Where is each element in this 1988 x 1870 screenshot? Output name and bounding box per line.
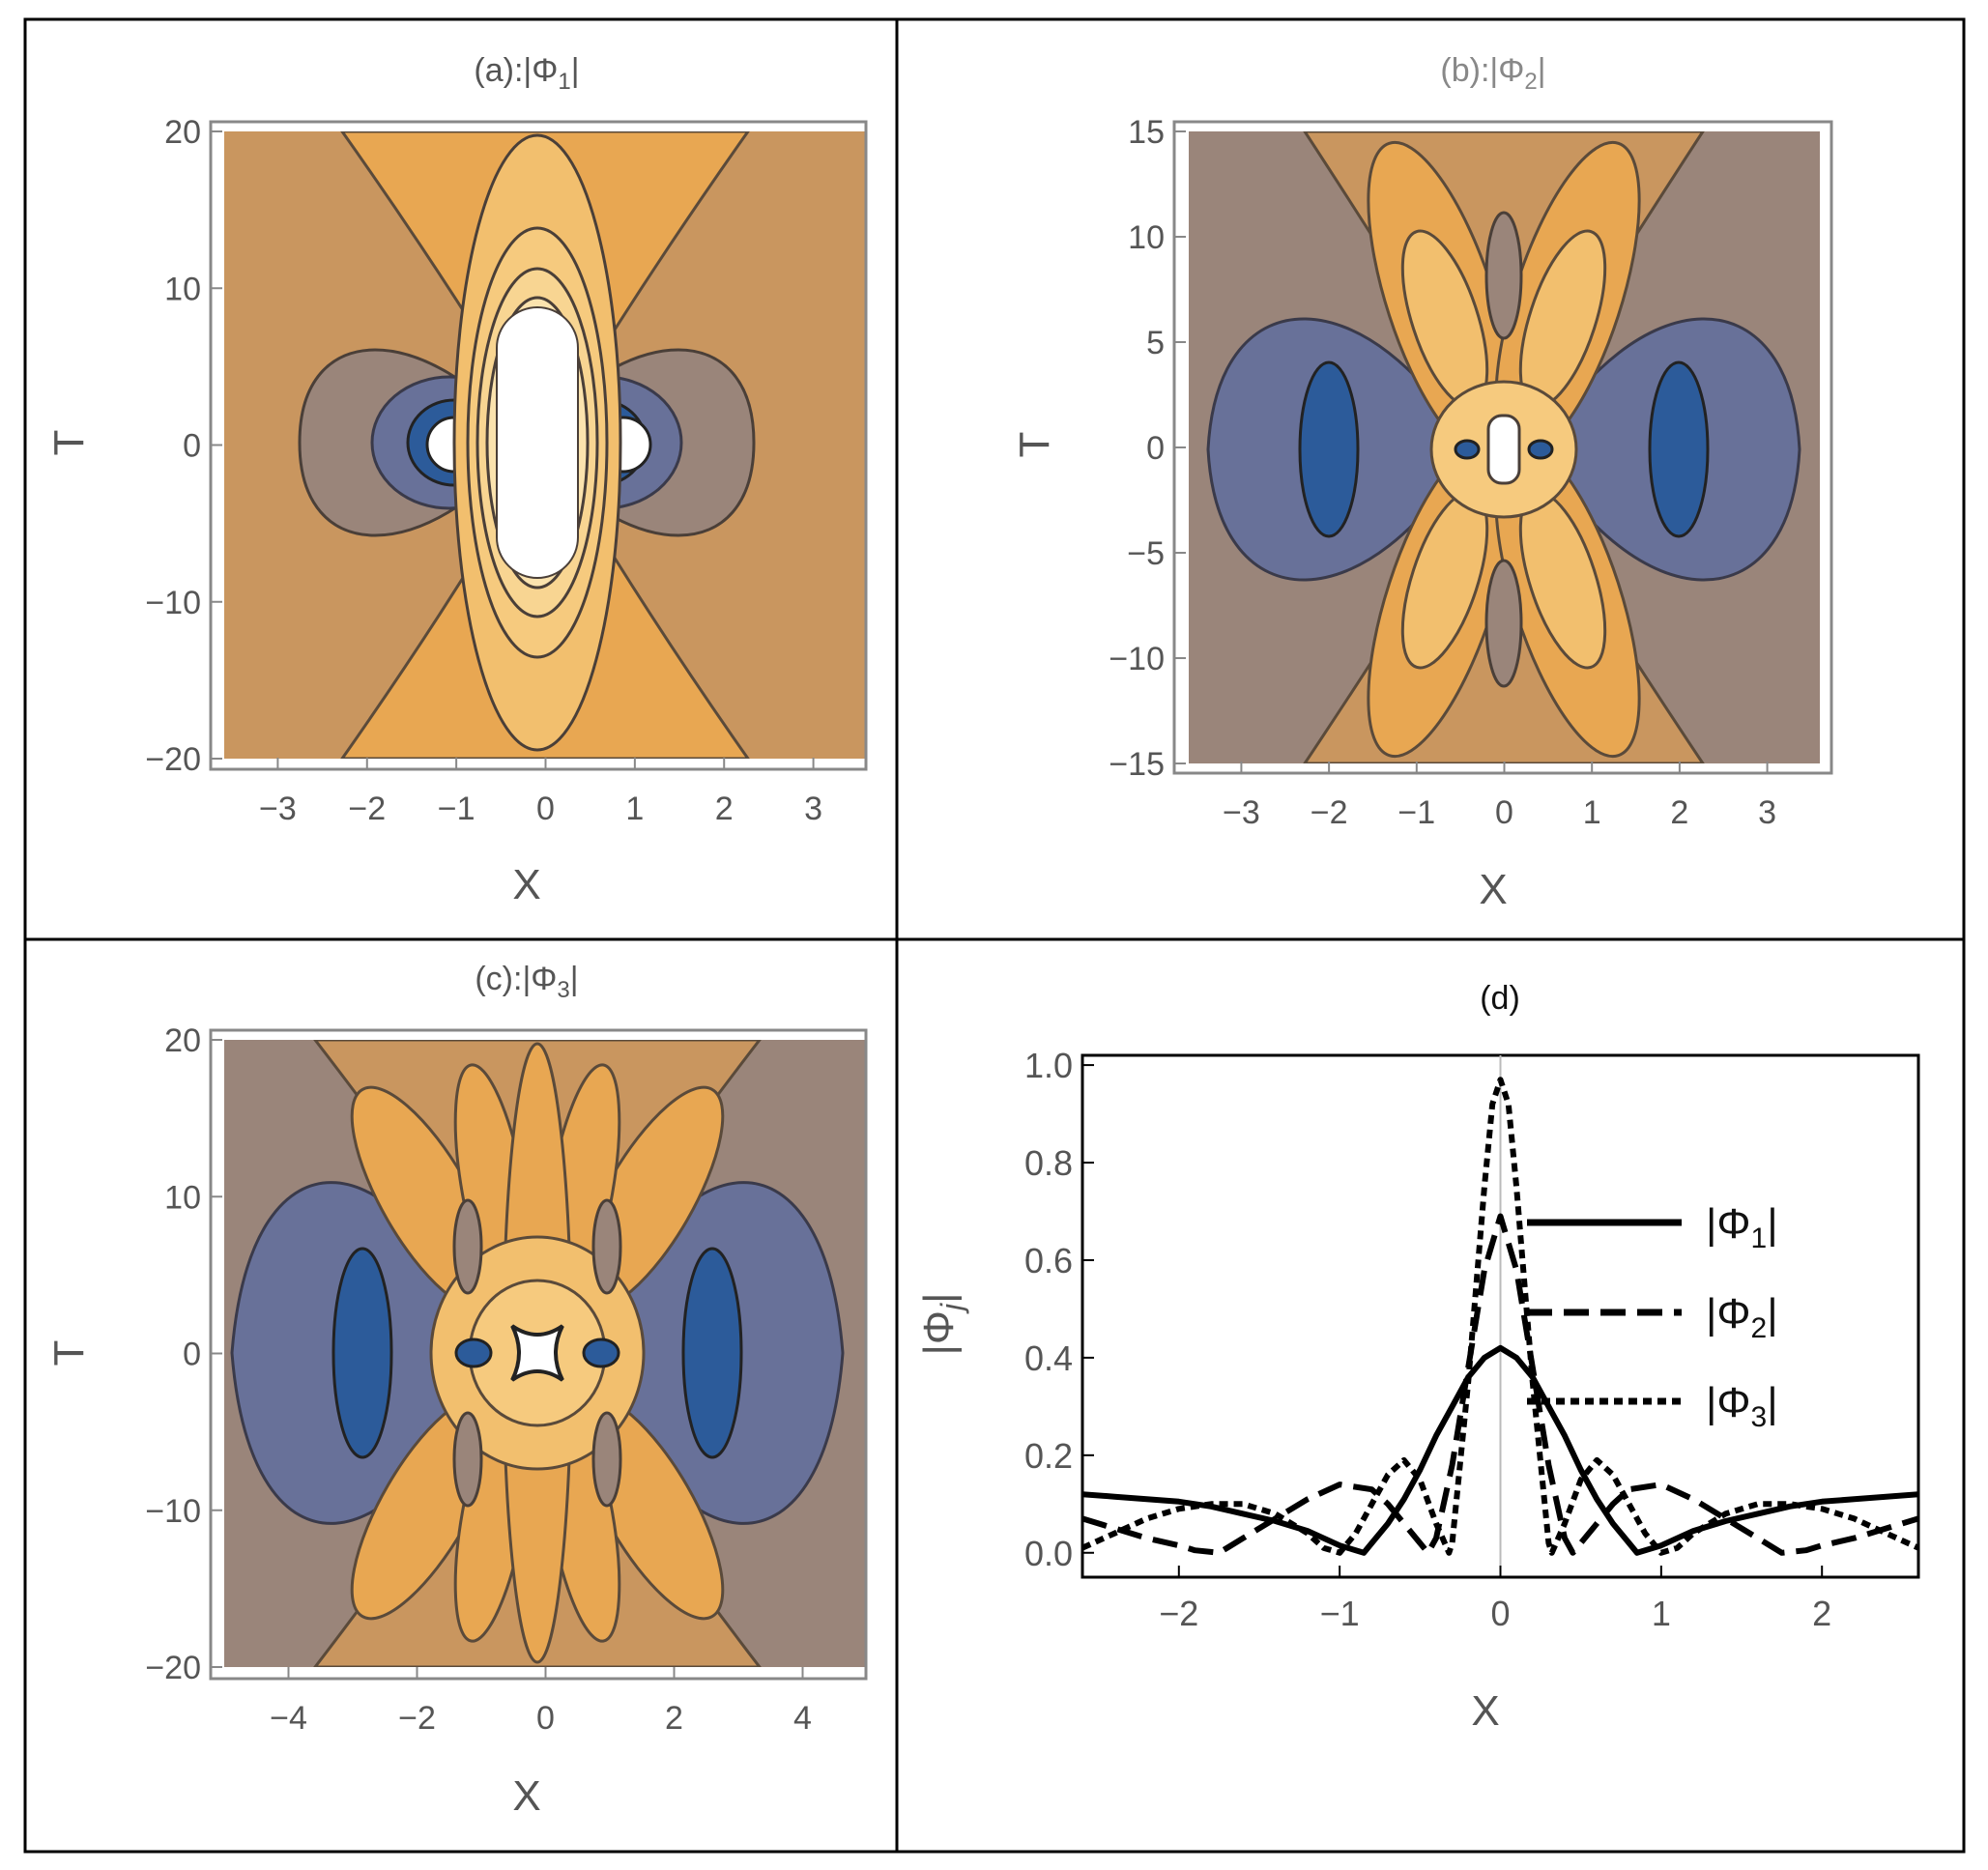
legend-label: |Φ2| [1706, 1290, 1778, 1344]
panel-c-ylabel: T [45, 1340, 93, 1367]
contour-spot-lr [591, 1411, 622, 1508]
x-tick-label: −4 [270, 1700, 307, 1737]
series-line [1082, 1077, 1918, 1556]
x-tick-label: 0 [1495, 794, 1513, 831]
y-tick-label: −20 [145, 741, 201, 778]
series-line [1082, 1213, 1918, 1556]
y-tick-label: −10 [1109, 641, 1165, 677]
panel-d-title: (d) [1480, 980, 1520, 1017]
panel-d-ylabel: |Φj| [915, 1292, 969, 1355]
x-tick-label: 1 [1652, 1594, 1671, 1633]
contour-right-core [1648, 360, 1710, 538]
contour-upper-spine [1484, 211, 1523, 340]
x-tick-label: 0 [536, 791, 555, 827]
y-tick-label: 0 [1146, 430, 1165, 467]
y-tick-label: −5 [1127, 535, 1165, 572]
y-tick-label: 20 [164, 1022, 201, 1059]
panel-a-ylabel: T [45, 430, 93, 456]
panel-c-contour [224, 1040, 867, 1667]
legend: |Φ1| |Φ2| |Φ3| [1527, 1200, 1778, 1433]
panel-b-ylabel: T [1011, 432, 1058, 458]
panel-c: (c):|Φ3| −4 [45, 961, 868, 1820]
contour-left-core [1298, 360, 1360, 538]
contour-spot-ll [452, 1411, 483, 1508]
x-tick-label: 0 [536, 1700, 555, 1737]
series-line [1082, 1344, 1918, 1556]
y-tick-label: 0.0 [1024, 1534, 1073, 1573]
panel-a-contour [224, 131, 867, 759]
x-tick-label: 3 [1758, 794, 1776, 831]
contour-spot-ul [452, 1198, 483, 1295]
y-tick-label: −20 [145, 1650, 201, 1686]
y-tick-label: 0 [183, 1337, 201, 1373]
legend-label: |Φ1| [1706, 1200, 1778, 1254]
x-tick-label: −3 [259, 791, 297, 827]
y-tick-label: −10 [145, 585, 201, 621]
x-tick-label: −2 [398, 1700, 436, 1737]
y-tick-label: 0.2 [1024, 1436, 1073, 1476]
y-tick-label: −15 [1109, 746, 1165, 783]
contour-center-peak [510, 1324, 564, 1382]
x-tick-label: −3 [1223, 794, 1260, 831]
y-tick-label: −10 [145, 1493, 201, 1530]
panel-d-lines [1082, 1055, 1918, 1577]
x-tick-label: −1 [438, 791, 475, 827]
y-tick-label: 20 [164, 114, 201, 151]
y-tick-label: 0.6 [1024, 1241, 1073, 1280]
contour-center-peak [1486, 414, 1521, 485]
y-tick-label: 10 [164, 1179, 201, 1216]
y-tick-label: 15 [1128, 114, 1165, 151]
panel-d-axes: −2 −1 0 1 2 0.0 0.2 0.4 0.6 0.8 1.0 [1024, 1046, 1831, 1633]
panel-b-title: (b):|Φ2| [1440, 52, 1545, 95]
x-tick-label: 0 [1490, 1594, 1510, 1633]
x-tick-label: 2 [665, 1700, 683, 1737]
y-tick-label: 0 [183, 428, 201, 465]
x-tick-label: 2 [1670, 794, 1688, 831]
x-tick-label: 2 [715, 791, 734, 827]
x-tick-label: −2 [1159, 1594, 1198, 1633]
x-tick-label: 4 [793, 1700, 812, 1737]
y-tick-label: 0.4 [1024, 1338, 1073, 1378]
y-tick-label: 5 [1146, 325, 1165, 361]
panel-d-xlabel: X [1471, 1687, 1499, 1735]
contour-left-dot [1454, 439, 1481, 460]
panel-a-xlabel: X [512, 861, 540, 908]
contour-right-dot [1527, 439, 1554, 460]
panel-c-title: (c):|Φ3| [475, 961, 578, 1003]
contour-left-core [331, 1247, 393, 1459]
y-tick-label: 10 [1128, 219, 1165, 256]
y-tick-label: 0.8 [1024, 1143, 1073, 1183]
contour-center-peak [496, 306, 579, 579]
x-tick-label: −2 [1311, 794, 1348, 831]
panel-a-title: (a):|Φ1| [474, 52, 579, 95]
contour-right-core [681, 1247, 743, 1459]
y-tick-label: 1.0 [1024, 1046, 1073, 1085]
panel-borders [23, 17, 1966, 1854]
x-tick-label: 2 [1812, 1594, 1831, 1633]
contour-right-dot [582, 1338, 620, 1368]
x-tick-label: 3 [804, 791, 822, 827]
contour-left-dot [454, 1338, 493, 1368]
legend-label: |Φ3| [1706, 1379, 1778, 1433]
panel-b-contour [1189, 131, 1820, 763]
x-tick-label: 1 [1583, 794, 1601, 831]
x-tick-label: −2 [348, 791, 386, 827]
contour-lower-spine [1484, 559, 1523, 688]
contour-spot-ur [591, 1198, 622, 1295]
x-tick-label: −1 [1320, 1594, 1360, 1633]
x-tick-label: −1 [1397, 794, 1435, 831]
y-tick-label: 10 [164, 271, 201, 307]
x-tick-label: 1 [625, 791, 644, 827]
panel-b-xlabel: X [1479, 866, 1507, 913]
panel-d: (d) −2 −1 0 1 20.00.20.40.60.81.0 |Φ1||Φ2||Φ… [915, 980, 1920, 1735]
panel-c-xlabel: X [512, 1772, 540, 1820]
